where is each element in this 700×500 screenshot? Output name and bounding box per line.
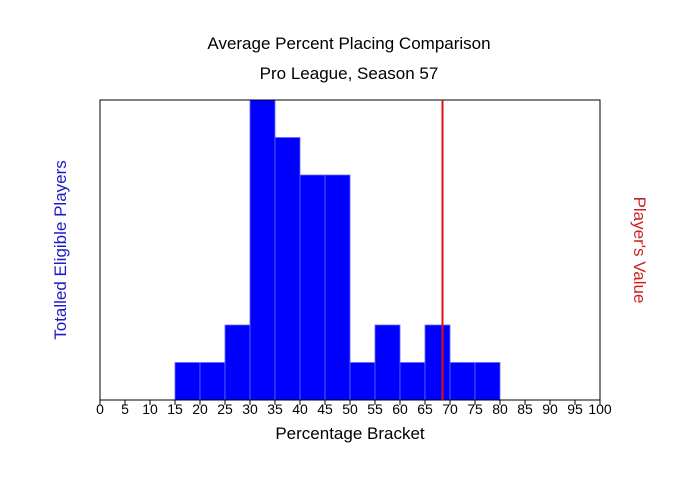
bar-45 xyxy=(324,174,351,401)
x-tick-label: 45 xyxy=(317,401,333,417)
x-ticks-group: 0 5 10 15 20 25 30 35 40 45 50 55 60 65 70 75 80 85 90 95 10… xyxy=(96,400,612,417)
x-tick-label: 30 xyxy=(242,401,258,417)
x-axis-title: Percentage Bracket xyxy=(275,424,425,443)
x-tick-label: 20 xyxy=(192,401,208,417)
bar-40 xyxy=(299,174,326,401)
bar-65 xyxy=(424,324,451,401)
bar-60 xyxy=(399,362,426,401)
x-tick-label: 25 xyxy=(217,401,233,417)
x-tick-label: 65 xyxy=(417,401,433,417)
bar-20 xyxy=(199,362,226,401)
x-tick-label: 85 xyxy=(517,401,533,417)
x-tick-label: 35 xyxy=(267,401,283,417)
x-tick-label: 95 xyxy=(567,401,583,417)
x-tick-label: 70 xyxy=(442,401,458,417)
bar-75 xyxy=(474,362,501,401)
x-tick-label: 10 xyxy=(142,401,158,417)
x-tick-label: 100 xyxy=(588,401,612,417)
x-tick-label: 60 xyxy=(392,401,408,417)
bar-35 xyxy=(274,137,301,401)
bar-55 xyxy=(374,324,401,401)
bars-group xyxy=(174,99,501,401)
y-axis-title: Totalled Eligible Players xyxy=(51,160,70,340)
x-tick-label: 80 xyxy=(492,401,508,417)
x-tick-label: 90 xyxy=(542,401,558,417)
x-tick-label: 15 xyxy=(167,401,183,417)
x-tick-label: 55 xyxy=(367,401,383,417)
bar-70 xyxy=(449,362,476,401)
x-tick-label: 5 xyxy=(121,401,129,417)
x-tick-label: 40 xyxy=(292,401,308,417)
y2-axis-title: Player's Value xyxy=(630,197,649,304)
bar-50 xyxy=(349,362,376,401)
bar-25 xyxy=(224,324,251,401)
chart-subtitle: Pro League, Season 57 xyxy=(260,64,439,83)
bar-30 xyxy=(249,99,276,401)
x-tick-label: 75 xyxy=(467,401,483,417)
chart-title: Average Percent Placing Comparison xyxy=(207,34,490,53)
bar-15 xyxy=(174,362,201,401)
x-tick-label: 0 xyxy=(96,401,104,417)
x-tick-label: 50 xyxy=(342,401,358,417)
